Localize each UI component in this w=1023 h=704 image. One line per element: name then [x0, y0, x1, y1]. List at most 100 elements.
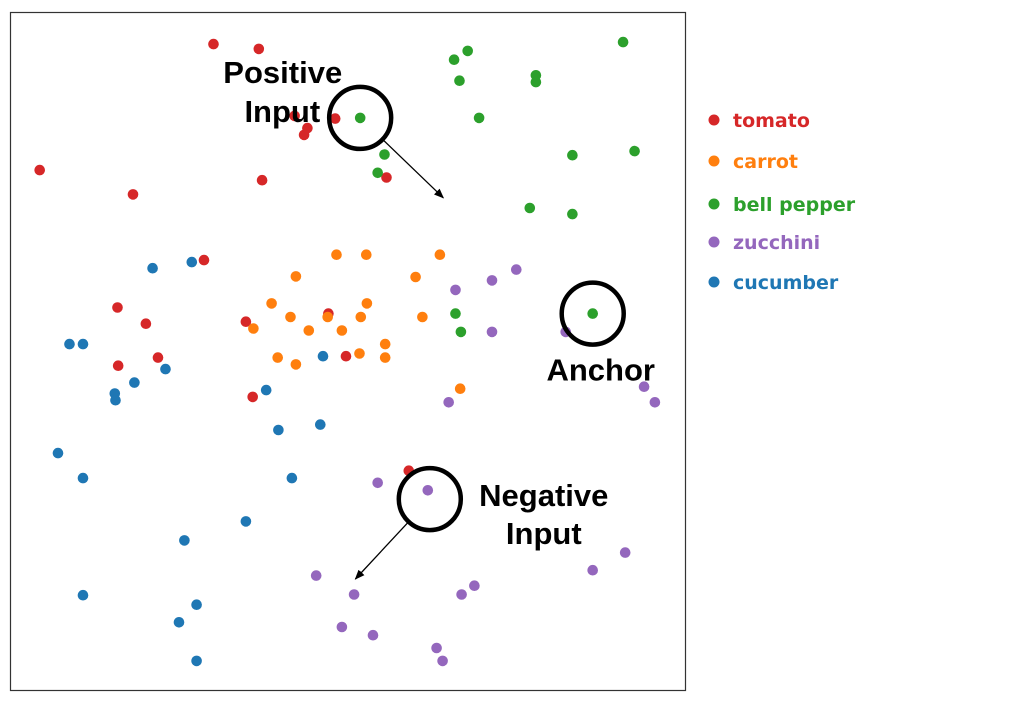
data-point	[469, 580, 480, 591]
data-point	[587, 308, 598, 319]
data-point	[129, 377, 140, 388]
legend-marker	[708, 198, 720, 210]
data-point	[567, 208, 578, 220]
data-point	[450, 308, 461, 319]
data-point	[638, 381, 650, 393]
data-point	[186, 256, 198, 268]
data-point	[454, 383, 466, 395]
data-point	[198, 254, 210, 266]
legend-item: zucchini	[708, 232, 820, 254]
data-point	[340, 350, 352, 362]
data-point	[348, 589, 360, 600]
legend-item: carrot	[708, 151, 798, 173]
legend-marker	[708, 114, 720, 126]
data-point	[315, 419, 326, 430]
data-point	[456, 589, 467, 600]
legend-item: tomato	[708, 110, 810, 132]
data-point	[77, 589, 89, 601]
data-point	[354, 348, 365, 359]
data-point	[152, 352, 164, 363]
data-point	[486, 326, 498, 338]
data-point	[336, 325, 348, 336]
data-point	[303, 325, 315, 336]
data-point	[285, 311, 296, 323]
data-point	[372, 477, 384, 489]
legend-marker	[708, 236, 720, 248]
data-point	[110, 394, 121, 406]
series-zucchini	[310, 264, 661, 667]
data-point	[587, 564, 598, 576]
data-point	[431, 642, 442, 654]
data-point	[443, 397, 455, 408]
data-point	[455, 326, 467, 338]
annotation-arrow	[354, 519, 411, 580]
highlight-ring	[396, 465, 464, 533]
data-point	[354, 112, 366, 124]
series-bell-pepper	[354, 36, 640, 338]
data-point	[52, 447, 64, 459]
data-point	[256, 174, 268, 186]
data-point	[247, 391, 258, 403]
data-point	[140, 318, 152, 330]
data-point	[372, 167, 384, 179]
data-point	[290, 271, 302, 282]
annotation-label: Input	[244, 94, 320, 129]
annotation-label: Negative	[479, 478, 608, 513]
series-tomato	[34, 38, 415, 477]
data-point	[112, 302, 123, 313]
data-point	[191, 599, 202, 610]
data-point	[240, 516, 252, 527]
data-point	[361, 249, 372, 260]
legend-label: zucchini	[733, 232, 820, 254]
data-point	[191, 655, 202, 667]
data-point	[379, 338, 391, 350]
data-point	[367, 629, 379, 641]
data-point	[179, 535, 190, 546]
data-point	[77, 338, 89, 350]
legend-label: carrot	[733, 151, 798, 173]
legend-label: tomato	[733, 110, 810, 132]
annotation-label: Positive	[223, 55, 342, 90]
data-point	[64, 338, 75, 350]
legend-label: cucumber	[733, 272, 839, 294]
data-point	[434, 249, 446, 260]
legend-item: cucumber	[708, 272, 839, 294]
legend-label: bell pepper	[733, 194, 856, 216]
data-point	[266, 298, 277, 309]
data-point	[331, 249, 342, 260]
data-point	[112, 360, 124, 372]
data-point	[629, 145, 640, 157]
annotation-positive-input: Positive Input	[223, 55, 445, 199]
legend: tomato carrot bell pepper zucchini cucum…	[708, 110, 856, 294]
data-point	[127, 189, 139, 200]
data-point	[317, 350, 329, 362]
data-point	[273, 424, 284, 436]
data-point	[462, 45, 474, 57]
highlight-ring	[559, 280, 626, 347]
data-point	[448, 54, 460, 65]
data-point	[147, 262, 158, 274]
data-point	[286, 472, 298, 484]
legend-marker	[708, 155, 720, 167]
data-point	[422, 485, 434, 496]
data-point	[379, 149, 390, 160]
data-point	[160, 363, 171, 375]
series-cucumber	[52, 256, 329, 667]
legend-item: bell pepper	[708, 194, 856, 216]
data-point	[289, 110, 300, 122]
annotation-label: Anchor	[546, 353, 655, 388]
data-point	[437, 655, 448, 667]
data-point	[260, 384, 272, 396]
points-layer	[34, 36, 661, 667]
data-point	[530, 76, 542, 88]
series-carrot	[248, 249, 466, 395]
data-point	[511, 264, 522, 275]
data-point	[379, 352, 391, 363]
data-point	[322, 311, 334, 323]
data-point	[240, 316, 252, 328]
data-point	[290, 359, 302, 370]
data-point	[208, 38, 219, 50]
legend-marker	[708, 276, 720, 288]
data-point	[248, 323, 259, 334]
